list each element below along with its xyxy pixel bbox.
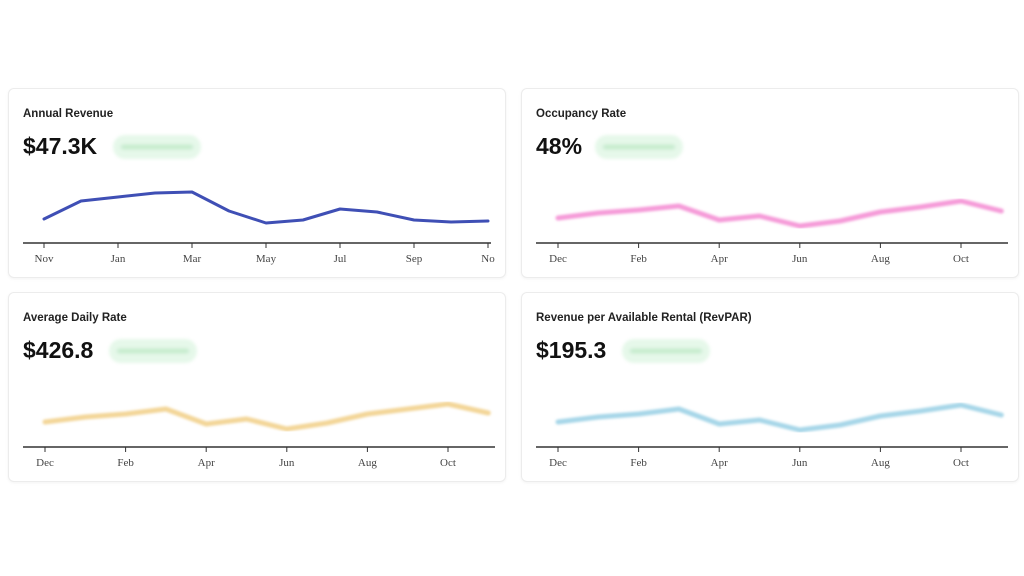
x-tick-label: Nov: [35, 253, 54, 265]
x-tick-label: Mar: [183, 253, 202, 265]
sparkline-chart: Dec Feb Apr Jun Aug Oct: [536, 402, 1008, 469]
sparkline-chart: Nov Jan Mar May Jul Sep No: [23, 190, 495, 265]
x-tick-label: No: [481, 253, 495, 265]
card-title: Occupancy Rate: [536, 108, 627, 120]
card-annual-revenue: Annual Revenue $47.3K Nov Jan Mar May Jul Sep…: [8, 88, 506, 278]
x-tick-label: Apr: [711, 253, 728, 265]
card-title: Annual Revenue: [23, 108, 114, 120]
card-occupancy-rate: Occupancy Rate 48% Dec Feb Apr Jun Aug Oct: [521, 88, 1019, 278]
change-badge: [622, 339, 710, 363]
x-tick-label: Oct: [953, 253, 969, 265]
x-tick-label: Sep: [406, 253, 423, 265]
series-line: [555, 402, 1004, 433]
x-tick-label: Feb: [630, 457, 647, 469]
card-title: Revenue per Available Rental (RevPAR): [536, 312, 752, 324]
change-badge: [595, 135, 683, 159]
x-tick-label: Feb: [630, 253, 647, 265]
card-value: $426.8: [23, 337, 94, 363]
card-value: 48%: [536, 133, 583, 159]
change-badge: [113, 135, 201, 159]
x-tick-label: Jul: [334, 253, 347, 265]
card-title: Average Daily Rate: [23, 312, 127, 324]
x-tick-label: Dec: [549, 253, 567, 265]
x-tick-label: Jun: [792, 457, 808, 469]
series-line: [555, 198, 1004, 229]
card-revpar: Revenue per Available Rental (RevPAR) $1…: [521, 292, 1019, 482]
card-value: $47.3K: [23, 133, 98, 159]
x-tick-label: May: [256, 253, 277, 265]
x-tick-label: Dec: [36, 457, 54, 469]
x-tick-label: Apr: [711, 457, 728, 469]
card-average-daily-rate: Average Daily Rate $426.8 Dec Feb Apr Jun Au…: [8, 292, 506, 482]
series-line: [42, 401, 491, 432]
series-line: [42, 190, 490, 225]
x-tick-label: Jan: [111, 253, 126, 265]
x-tick-label: Dec: [549, 457, 567, 469]
x-tick-label: Aug: [871, 253, 890, 265]
x-tick-label: Jun: [792, 253, 808, 265]
x-tick-label: Oct: [953, 457, 969, 469]
x-tick-label: Oct: [440, 457, 456, 469]
x-tick-label: Aug: [871, 457, 890, 469]
sparkline-chart: Dec Feb Apr Jun Aug Oct: [23, 401, 495, 469]
x-tick-label: Apr: [198, 457, 215, 469]
x-tick-label: Aug: [358, 457, 377, 469]
sparkline-chart: Dec Feb Apr Jun Aug Oct: [536, 198, 1008, 265]
card-value: $195.3: [536, 337, 607, 363]
x-tick-label: Jun: [279, 457, 295, 469]
change-badge: [109, 339, 197, 363]
x-tick-label: Feb: [117, 457, 134, 469]
